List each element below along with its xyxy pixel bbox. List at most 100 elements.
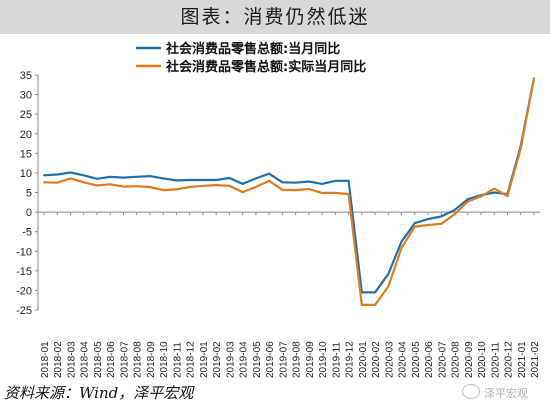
data-point [162, 189, 165, 192]
data-point [427, 218, 429, 221]
y-tick-label: 20 [20, 129, 32, 141]
wechat-icon [462, 384, 480, 399]
data-point [69, 177, 72, 180]
y-tick-label: 5 [26, 188, 32, 200]
data-point [122, 185, 125, 188]
data-point [453, 213, 456, 216]
series-line-2 [43, 77, 536, 306]
x-tick-label: 2021-01 [517, 341, 528, 378]
data-point [175, 188, 178, 191]
y-tick-label: 25 [20, 109, 32, 121]
y-tick-label: 35 [20, 70, 32, 82]
y-tick-label: 0 [26, 207, 32, 219]
data-point [519, 147, 522, 150]
y-tick-label: 10 [20, 168, 32, 180]
data-point [162, 177, 165, 180]
data-point [135, 185, 138, 188]
data-point [347, 179, 350, 182]
x-tick-label: 2019-10 [318, 341, 329, 378]
data-point [294, 189, 297, 192]
x-tick-label: 2020-11 [490, 342, 501, 378]
data-point [69, 171, 72, 174]
data-point [440, 215, 443, 218]
x-tick-label: 2018-09 [146, 341, 157, 378]
data-point [43, 181, 45, 184]
data-point [400, 240, 403, 243]
x-tick-label: 2020-05 [411, 341, 422, 378]
data-point [387, 285, 390, 288]
data-point [466, 200, 469, 203]
x-tick-label: 2020-07 [437, 341, 448, 378]
y-tick-label: -20 [16, 285, 32, 297]
source-note: 资料来源：Wind，泽平宏观 [4, 384, 194, 402]
x-tick-label: 2019-11 [331, 342, 342, 378]
y-tick-label: -10 [16, 246, 32, 258]
data-point [493, 191, 496, 194]
data-point [135, 175, 138, 178]
data-point [82, 174, 85, 177]
data-point [307, 180, 310, 183]
data-point [56, 181, 59, 184]
data-point [82, 181, 85, 184]
data-point [122, 176, 125, 179]
x-tick-label: 2020-06 [424, 341, 435, 378]
data-point [202, 184, 204, 187]
data-point [228, 177, 231, 179]
data-point [268, 179, 271, 182]
data-point [202, 179, 204, 181]
data-point [175, 179, 178, 182]
x-tick-label: 2018-02 [53, 341, 64, 378]
x-tick-label: 2019-03 [225, 341, 236, 378]
data-point [506, 195, 509, 197]
data-point [109, 175, 112, 178]
data-point [228, 184, 231, 187]
data-point [334, 179, 337, 182]
data-point [347, 193, 350, 195]
data-point [307, 188, 310, 190]
y-tick-label: 30 [20, 90, 32, 102]
x-tick-label: 2018-10 [159, 341, 170, 378]
series-lines [43, 77, 536, 306]
data-point [533, 77, 535, 80]
data-point [254, 177, 257, 180]
data-point [413, 225, 416, 228]
data-point [96, 177, 98, 180]
x-tick-label: 2019-12 [345, 341, 356, 378]
page-title: 图表：消费仍然低迷 [180, 6, 370, 28]
data-point [453, 209, 456, 212]
data-point [96, 184, 98, 187]
data-point [493, 187, 496, 190]
data-point [294, 181, 297, 184]
data-point [466, 198, 469, 201]
data-point [149, 186, 151, 188]
title-band: 图表：消费仍然低迷 [0, 0, 550, 34]
legend-label-1: 社会消费品零售总额:当月同比 [165, 41, 340, 57]
data-point [374, 291, 376, 294]
x-tick-label: 2019-01 [199, 341, 210, 378]
data-point [188, 186, 191, 188]
x-tick-label: 2021-02 [530, 341, 541, 378]
x-tick-label: 2020-10 [477, 341, 488, 378]
x-tick-label: 2018-07 [119, 341, 130, 378]
data-point [56, 173, 59, 176]
x-tick-label: 2019-08 [292, 341, 303, 378]
data-point [241, 191, 244, 194]
x-tick-label: 2020-04 [398, 341, 409, 378]
data-point [241, 182, 244, 185]
data-point [43, 174, 45, 177]
x-tick-label: 2020-09 [464, 341, 475, 378]
x-tick-label: 2019-05 [252, 341, 263, 378]
series-line-1 [43, 77, 536, 294]
data-point [268, 172, 271, 175]
data-point [188, 179, 191, 181]
y-tick-label: -15 [16, 266, 32, 278]
x-tick-label: 2020-01 [358, 341, 369, 378]
x-axis: 2018-01 2018-02 2018-03 2018-04 2018-05 2018-… [38, 211, 541, 378]
data-point [109, 183, 112, 186]
data-point [215, 184, 218, 186]
watermark-text: 泽平宏观 [484, 387, 528, 400]
x-tick-label: 2018-12 [186, 341, 197, 378]
x-tick-label: 2018-11 [172, 342, 183, 378]
